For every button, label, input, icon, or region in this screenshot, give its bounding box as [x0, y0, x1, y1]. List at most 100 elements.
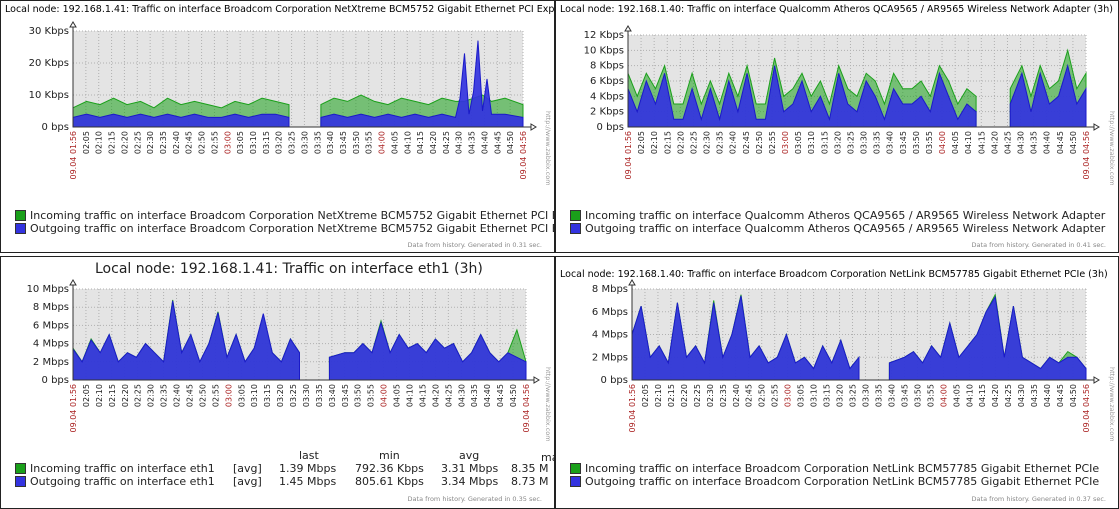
x-tick-label: 03:40: [886, 131, 895, 154]
outgoing-swatch: [15, 475, 26, 487]
x-tick-label: 03:55: [365, 131, 374, 154]
x-tick-label: 03:15: [823, 384, 832, 407]
x-tick-label: 02:10: [95, 384, 104, 407]
traffic-chart: 09.04 01:56 02:05 02:10 02:15 02:20 02:25 02:3…: [584, 25, 1100, 180]
x-tick-label: 03:10: [249, 131, 258, 154]
x-tick-label: 04:05: [393, 384, 402, 407]
x-tick-label: 03:45: [339, 131, 348, 154]
x-tick-label: 04:05: [390, 131, 399, 154]
x-tick-label: 03:55: [926, 384, 935, 407]
zabbix-watermark: http://www.zabbix.com: [544, 111, 552, 186]
graph-panel-4: Local node: 192.168.1.40: Traffic on int…: [555, 256, 1119, 509]
x-axis-arrow: [533, 376, 540, 384]
x-tick-label: 02:05: [637, 131, 646, 154]
x-tick-label: 02:20: [121, 384, 130, 407]
traffic-chart: 09.04 01:56 02:05 02:10 02:15 02:20 02:25 02:3…: [27, 279, 540, 433]
outgoing-series-area: [328, 320, 527, 381]
generated-footer: Data from history. Generated in 0.37 sec…: [971, 495, 1106, 503]
x-tick-label: 03:35: [313, 131, 322, 154]
x-tick-label: 02:25: [134, 384, 143, 407]
x-tick-label: 02:10: [654, 384, 663, 407]
legend-outgoing: Outgoing traffic on interface Broadcom C…: [30, 222, 555, 235]
y-tick-label: 2 Mbps: [592, 352, 628, 363]
x-tick-label: 04:10: [965, 384, 974, 407]
x-tick-label: 02:20: [120, 131, 129, 154]
y-tick-label: 10 Mbps: [27, 284, 69, 295]
x-tick-label: 03:05: [237, 384, 246, 407]
x-tick-label: 04:25: [442, 131, 451, 154]
traffic-chart: 09.04 01:56 02:05 02:10 02:15 02:20 02:25 02:3…: [29, 21, 537, 180]
x-tick-label: 03:20: [276, 384, 285, 407]
x-tick-label: 03:40: [326, 131, 335, 154]
stat-max: 8.35 M: [511, 462, 549, 475]
x-tick-label: 04:45: [1056, 384, 1065, 407]
x-tick-label: 04:30: [455, 131, 464, 154]
x-tick-label: 09.04 01:56: [69, 131, 78, 180]
x-tick-label: 03:50: [912, 131, 921, 154]
x-tick-label: 04:15: [977, 131, 986, 154]
x-tick-label: 09.04 01:56: [69, 384, 78, 433]
x-tick-label: 03:10: [810, 384, 819, 407]
x-tick-label: 04:35: [470, 384, 479, 407]
stat-max: 8.73 M: [511, 475, 549, 488]
x-tick-label: 03:40: [328, 384, 337, 407]
stat-min: 805.61 Kbps: [355, 475, 424, 488]
generated-footer: Data from history. Generated in 0.41 sec…: [971, 241, 1106, 249]
outgoing-series-area: [72, 113, 290, 128]
x-tick-label: 02:10: [650, 131, 659, 154]
x-tick-label: 04:40: [480, 131, 489, 154]
x-tick-label: 04:00: [938, 131, 947, 154]
x-tick-label: 02:50: [198, 384, 207, 407]
incoming-swatch: [570, 209, 581, 221]
y-tick-label: 10 Kbps: [29, 90, 69, 101]
x-tick-label: 03:50: [913, 384, 922, 407]
y-axis-arrow: [624, 25, 632, 32]
outgoing-series-area: [1009, 63, 1087, 128]
x-tick-label: 04:50: [1069, 384, 1078, 407]
y-axis-arrow: [69, 279, 77, 286]
x-tick-label: 09.04 04:56: [519, 131, 528, 180]
x-tick-label: 03:30: [302, 384, 311, 407]
y-axis-arrow: [69, 21, 77, 28]
x-tick-label: 03:00: [223, 131, 232, 154]
y-tick-label: 0 bps: [42, 122, 69, 133]
x-tick-label: 04:00: [939, 384, 948, 407]
x-tick-label: 03:10: [250, 384, 259, 407]
stat-avg: 3.34 Mbps: [441, 475, 499, 488]
x-tick-label: 04:10: [403, 131, 412, 154]
graph-panel-1: Local node: 192.168.1.41: Traffic on int…: [0, 0, 555, 253]
outgoing-swatch: [570, 475, 581, 487]
x-tick-label: 03:10: [807, 131, 816, 154]
x-tick-label: 02:50: [198, 131, 207, 154]
x-tick-label: 09.04 04:56: [522, 384, 531, 433]
x-tick-label: 04:50: [1069, 131, 1078, 154]
stat-last: 1.39 Mbps: [279, 462, 337, 475]
x-tick-label: 04:15: [418, 384, 427, 407]
y-tick-label: 2 Mbps: [33, 357, 69, 368]
y-tick-label: 8 Kbps: [590, 61, 624, 72]
y-tick-label: 8 Mbps: [592, 284, 628, 295]
x-tick-label: 04:30: [1017, 131, 1026, 154]
x-tick-label: 02:45: [742, 131, 751, 154]
x-tick-label: 02:25: [689, 131, 698, 154]
x-tick-label: 02:05: [82, 131, 91, 154]
x-tick-label: 02:55: [211, 384, 220, 407]
x-tick-label: 02:30: [706, 384, 715, 407]
x-tick-label: 03:25: [288, 131, 297, 154]
outgoing-swatch: [15, 222, 26, 234]
legend-incoming: Incoming traffic on interface eth1: [30, 462, 215, 475]
x-tick-label: 03:50: [354, 384, 363, 407]
x-tick-label: 04:40: [483, 384, 492, 407]
x-tick-label: 02:05: [641, 384, 650, 407]
x-tick-label: 03:30: [300, 131, 309, 154]
legend-incoming: Incoming traffic on interface Qualcomm A…: [585, 209, 1106, 222]
x-tick-label: 03:55: [367, 384, 376, 407]
y-tick-label: 8 Mbps: [33, 302, 69, 313]
x-tick-label: 04:20: [991, 384, 1000, 407]
x-tick-label: 04:30: [1017, 384, 1026, 407]
x-tick-label: 02:25: [133, 131, 142, 154]
y-tick-label: 0 bps: [597, 122, 624, 133]
graph-panel-3: Local node: 192.168.1.41: Traffic on int…: [0, 256, 555, 509]
x-tick-label: 04:15: [978, 384, 987, 407]
stat-func: [avg]: [233, 475, 262, 488]
